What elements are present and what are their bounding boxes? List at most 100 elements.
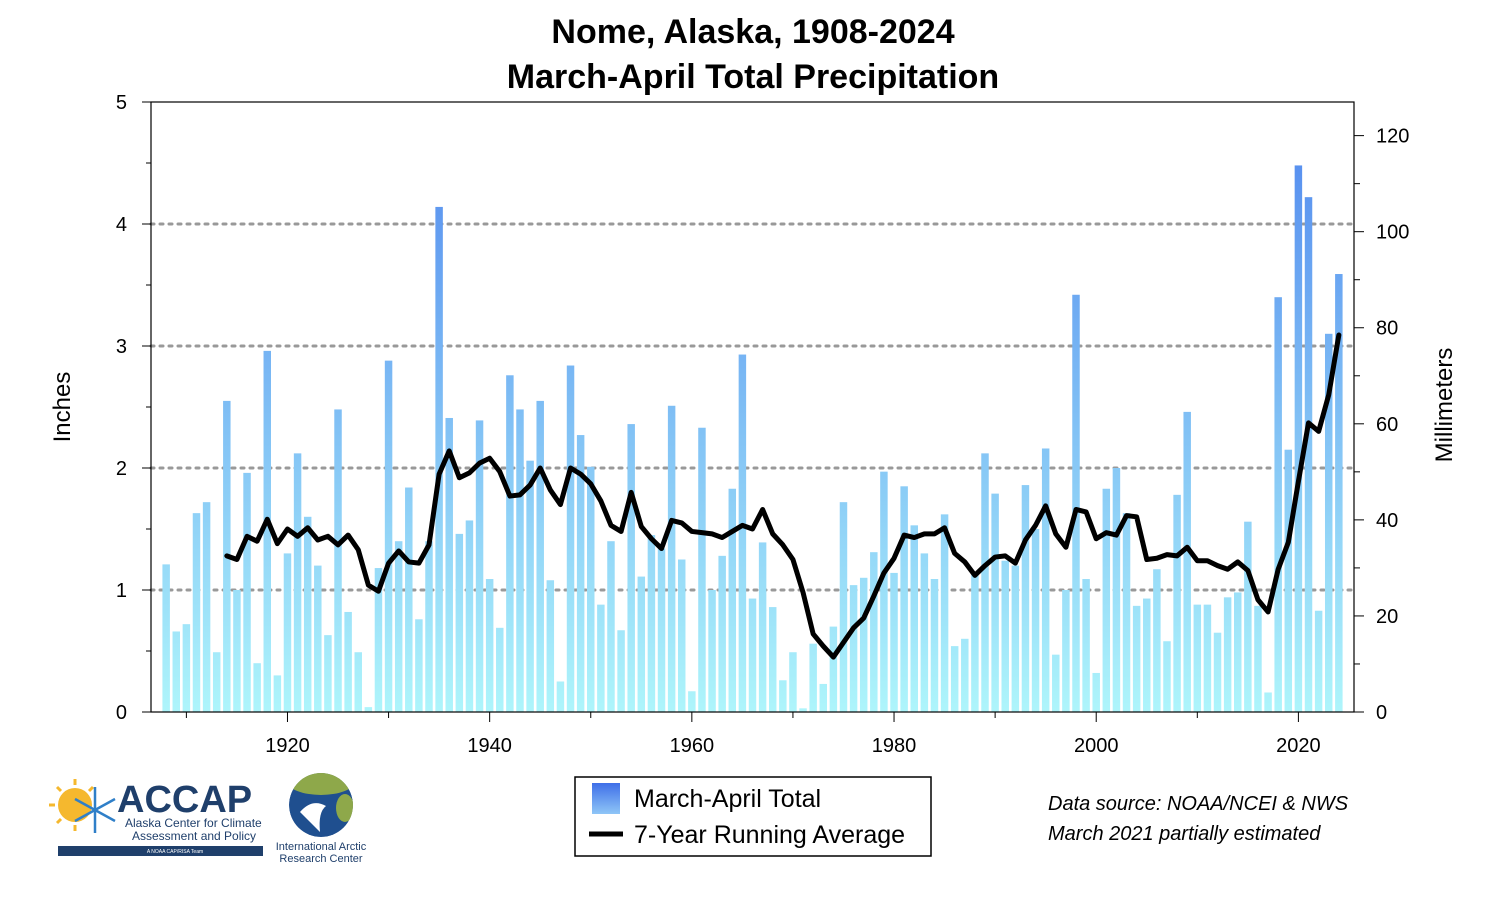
bar-1963 bbox=[718, 555, 726, 712]
bar-1915 bbox=[233, 590, 241, 712]
bar-1967 bbox=[758, 542, 767, 712]
legend-label-line: 7-Year Running Average bbox=[634, 821, 905, 849]
bars bbox=[162, 165, 1343, 713]
bar-1952 bbox=[607, 541, 615, 712]
bar-2017 bbox=[1264, 692, 1272, 712]
y-tick-label: 2 bbox=[116, 458, 127, 480]
bar-1987 bbox=[961, 638, 969, 712]
bar-1991 bbox=[1001, 560, 1009, 712]
bar-1954 bbox=[627, 424, 635, 712]
bar-1979 bbox=[880, 471, 888, 712]
y-tick-label: 4 bbox=[116, 214, 127, 236]
bar-1911 bbox=[192, 513, 201, 712]
bar-1910 bbox=[182, 624, 191, 712]
bar-1933 bbox=[415, 619, 423, 712]
bar-1998 bbox=[1072, 294, 1080, 712]
bar-1931 bbox=[394, 541, 403, 712]
bar-1926 bbox=[344, 611, 352, 712]
y2-tick-label: 0 bbox=[1376, 702, 1387, 724]
y2-tick-label: 20 bbox=[1376, 606, 1398, 628]
bar-1984 bbox=[930, 579, 939, 712]
bar-1959 bbox=[677, 559, 686, 712]
bar-1938 bbox=[465, 520, 474, 712]
legend-box bbox=[574, 776, 932, 857]
bar-1983 bbox=[920, 553, 929, 712]
bar-1971 bbox=[799, 708, 807, 712]
bar-2016 bbox=[1254, 605, 1262, 712]
bar-1988 bbox=[971, 572, 979, 712]
bar-2004 bbox=[1132, 605, 1141, 712]
bar-1957 bbox=[657, 548, 666, 712]
accap-name: ACCAP bbox=[117, 779, 252, 821]
bar-2024 bbox=[1335, 274, 1343, 712]
bar-1927 bbox=[354, 652, 362, 712]
bar-1921 bbox=[293, 453, 302, 712]
bar-1973 bbox=[819, 683, 827, 712]
bar-2012 bbox=[1213, 632, 1222, 712]
bar-1945 bbox=[536, 400, 544, 712]
bar-2008 bbox=[1173, 494, 1181, 712]
bar-1936 bbox=[445, 417, 453, 712]
data-source-line-2: March 2021 partially estimated bbox=[1048, 823, 1321, 845]
accap-logo: ACCAP Alaska Center for Climate Assessme… bbox=[49, 779, 263, 856]
axes: 0 1 2 3 4 5 0 20 40 60 80 100 120 1920 1940 1960 1980 200… bbox=[116, 92, 1410, 757]
globe-icon bbox=[289, 773, 353, 837]
bar-1977 bbox=[859, 577, 868, 712]
chart-subtitle: March-April Total Precipitation bbox=[507, 58, 999, 96]
bar-1920 bbox=[283, 553, 292, 712]
y-tick-label: 0 bbox=[116, 702, 127, 724]
bar-2019 bbox=[1284, 449, 1293, 712]
bar-1982 bbox=[910, 525, 918, 712]
bar-1947 bbox=[556, 681, 565, 712]
bar-1972 bbox=[809, 643, 817, 712]
bar-1917 bbox=[253, 663, 261, 712]
iarc-logo: International Arctic Research Center bbox=[276, 773, 367, 865]
x-tick-label: 1920 bbox=[265, 735, 310, 757]
chart-title: Nome, Alaska, 1908-2024 bbox=[551, 13, 954, 51]
bar-2009 bbox=[1183, 411, 1191, 712]
bar-1997 bbox=[1062, 590, 1070, 712]
y2-tick-label: 40 bbox=[1376, 510, 1398, 532]
bar-2001 bbox=[1102, 488, 1111, 712]
legend: March-April Total 7-Year Running Average bbox=[574, 776, 932, 857]
iarc-line-1: International Arctic bbox=[276, 841, 367, 853]
bar-1981 bbox=[900, 486, 908, 712]
bar-2013 bbox=[1223, 597, 1232, 712]
bar-1908 bbox=[162, 564, 170, 712]
bar-2000 bbox=[1092, 672, 1100, 712]
running-average-line bbox=[224, 332, 1342, 660]
bar-2003 bbox=[1122, 513, 1131, 712]
bar-2023 bbox=[1324, 333, 1333, 712]
bar-1935 bbox=[435, 206, 443, 713]
y2-tick-label: 80 bbox=[1376, 318, 1398, 340]
bar-1953 bbox=[617, 630, 625, 712]
bar-1996 bbox=[1052, 654, 1060, 712]
bar-1925 bbox=[334, 409, 342, 712]
y-tick-label: 1 bbox=[116, 580, 127, 602]
bar-1980 bbox=[890, 572, 898, 712]
bar-1994 bbox=[1031, 529, 1040, 712]
bar-1932 bbox=[405, 487, 413, 712]
bar-1929 bbox=[374, 568, 383, 712]
bar-1941 bbox=[496, 627, 504, 712]
x-tick-label: 1940 bbox=[467, 735, 512, 757]
bar-2022 bbox=[1314, 610, 1323, 712]
accap-banner-text: A NOAA CAP/RISA Team bbox=[147, 849, 203, 855]
accap-banner bbox=[58, 846, 263, 856]
bar-1955 bbox=[637, 576, 646, 712]
bar-1950 bbox=[587, 466, 595, 712]
accap-line-2: Assessment and Policy bbox=[132, 829, 256, 843]
legend-bar-swatch bbox=[592, 783, 620, 814]
bar-1922 bbox=[303, 516, 312, 712]
bar-1949 bbox=[576, 435, 585, 712]
bar-2021 bbox=[1304, 197, 1313, 712]
x-tick-label: 2020 bbox=[1276, 735, 1321, 757]
bar-1966 bbox=[748, 598, 757, 712]
bar-1985 bbox=[940, 514, 949, 712]
bar-1913 bbox=[212, 652, 221, 712]
bar-1928 bbox=[364, 707, 373, 712]
y2-tick-label: 120 bbox=[1376, 126, 1409, 148]
y2-tick-label: 60 bbox=[1376, 414, 1398, 436]
bar-1969 bbox=[779, 680, 787, 712]
